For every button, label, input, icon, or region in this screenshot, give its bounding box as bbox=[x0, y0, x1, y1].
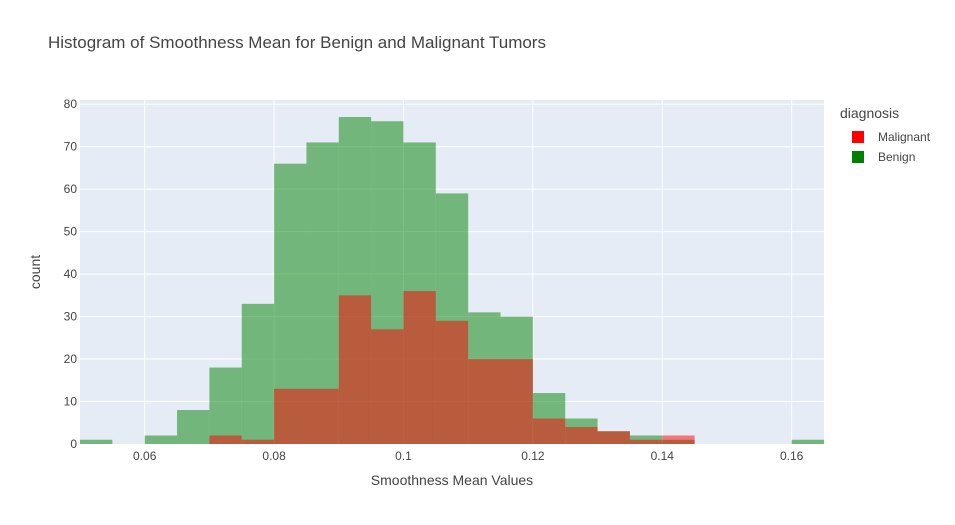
bar-malignant[interactable] bbox=[435, 320, 469, 444]
x-tick-label: 0.12 bbox=[521, 449, 545, 463]
bar-malignant[interactable] bbox=[468, 359, 501, 444]
bar-malignant[interactable] bbox=[209, 435, 242, 444]
bar-malignant[interactable] bbox=[629, 439, 663, 444]
bar-malignant[interactable] bbox=[338, 295, 372, 444]
bar-malignant[interactable] bbox=[371, 329, 404, 444]
legend-label-benign: Benign bbox=[878, 150, 916, 164]
y-tick-label: 0 bbox=[70, 437, 77, 451]
bar-malignant[interactable] bbox=[403, 291, 436, 444]
y-tick-label: 60 bbox=[64, 182, 78, 196]
legend-item-malignant[interactable]: Malignant bbox=[840, 127, 930, 147]
y-tick-label: 10 bbox=[64, 395, 78, 409]
legend-swatch-malignant bbox=[852, 131, 864, 143]
y-tick-label: 40 bbox=[64, 267, 78, 281]
bar-benign[interactable] bbox=[177, 410, 210, 444]
bars bbox=[80, 116, 824, 445]
bar-malignant[interactable] bbox=[532, 418, 566, 444]
bar-malignant[interactable] bbox=[274, 388, 307, 444]
bar-benign[interactable] bbox=[80, 439, 113, 444]
bar-benign[interactable] bbox=[209, 367, 242, 444]
bar-malignant[interactable] bbox=[662, 435, 695, 444]
legend-title: diagnosis bbox=[840, 105, 900, 121]
x-axis-title: Smoothness Mean Values bbox=[371, 472, 533, 488]
bar-malignant[interactable] bbox=[241, 439, 275, 444]
legend-swatch-benign bbox=[852, 151, 864, 163]
x-tick-label: 0.1 bbox=[395, 449, 412, 463]
y-axis-ticks: 0 10 20 30 40 50 60 70 80 bbox=[64, 97, 78, 451]
x-tick-label: 0.16 bbox=[780, 449, 804, 463]
x-tick-label: 0.14 bbox=[651, 449, 675, 463]
x-tick-label: 0.06 bbox=[133, 449, 157, 463]
bar-malignant[interactable] bbox=[306, 388, 339, 444]
y-tick-label: 50 bbox=[64, 225, 78, 239]
x-tick-label: 0.08 bbox=[262, 449, 286, 463]
legend-item-benign[interactable]: Benign bbox=[840, 147, 930, 167]
bar-malignant[interactable] bbox=[500, 359, 533, 444]
y-tick-label: 20 bbox=[64, 352, 78, 366]
bar-benign[interactable] bbox=[144, 435, 178, 444]
y-tick-label: 30 bbox=[64, 310, 78, 324]
y-tick-label: 80 bbox=[64, 97, 78, 111]
bar-malignant[interactable] bbox=[597, 431, 630, 444]
bar-benign[interactable] bbox=[791, 439, 824, 444]
bar-benign[interactable] bbox=[241, 303, 275, 444]
bar-malignant[interactable] bbox=[565, 427, 598, 444]
legend-label-malignant: Malignant bbox=[878, 130, 931, 144]
y-axis-title: count bbox=[27, 255, 43, 289]
y-tick-label: 70 bbox=[64, 140, 78, 154]
legend: diagnosis Malignant Benign bbox=[840, 105, 930, 167]
chart-title: Histogram of Smoothness Mean for Benign … bbox=[48, 33, 546, 52]
x-axis-ticks: 0.06 0.08 0.1 0.12 0.14 0.16 bbox=[133, 449, 804, 463]
